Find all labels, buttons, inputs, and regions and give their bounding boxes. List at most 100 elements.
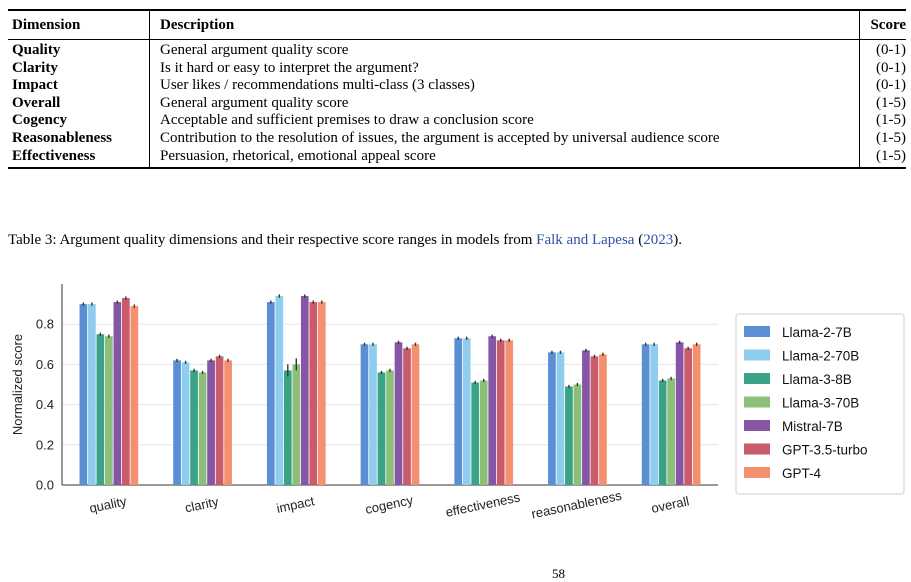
legend-swatch bbox=[744, 420, 770, 431]
dimension-table: Dimension Description Score Quality Gene… bbox=[8, 9, 906, 170]
legend-swatch bbox=[744, 396, 770, 408]
row-description: Contribution to the resolution of issues… bbox=[160, 129, 720, 146]
bar bbox=[122, 298, 130, 485]
bar bbox=[105, 336, 113, 485]
legend-box bbox=[735, 313, 905, 495]
row-dimension: Cogency bbox=[8, 112, 150, 130]
bar bbox=[684, 348, 692, 485]
row-dimension: Quality bbox=[8, 39, 150, 60]
bar bbox=[88, 304, 96, 485]
bar bbox=[190, 370, 198, 485]
y-axis-label: Normalized score bbox=[10, 334, 25, 435]
bar bbox=[479, 380, 488, 485]
legend-label: Llama-2-7B bbox=[782, 325, 852, 340]
legend-swatch bbox=[744, 326, 770, 337]
row-dimension: Overall bbox=[8, 94, 150, 113]
bar bbox=[471, 382, 480, 485]
row-dimension: Impact bbox=[8, 77, 150, 95]
bar bbox=[369, 344, 377, 485]
bar bbox=[309, 302, 318, 485]
header-score: Score bbox=[859, 10, 906, 40]
bar bbox=[565, 386, 573, 485]
bar bbox=[599, 354, 607, 485]
bar bbox=[181, 362, 190, 485]
table-row: Cogency Acceptable and sufficient premis… bbox=[8, 112, 906, 130]
bar bbox=[130, 306, 139, 485]
table-row: Effectiveness Persuasion, rhetorical, em… bbox=[8, 147, 906, 169]
legend-swatch bbox=[744, 467, 770, 478]
y-tick-label: 0.6 bbox=[36, 357, 54, 372]
row-dimension: Clarity bbox=[8, 59, 150, 78]
legend-label: Llama-2-70B bbox=[782, 349, 859, 364]
bar bbox=[496, 340, 505, 485]
citation-authors-link[interactable]: Falk and Lapesa bbox=[536, 232, 635, 248]
row-description: Acceptable and sufficient premises to dr… bbox=[160, 112, 534, 129]
row-score: (1-5) bbox=[859, 112, 906, 130]
bar bbox=[394, 342, 403, 485]
bar bbox=[283, 370, 292, 485]
bar bbox=[590, 356, 599, 485]
row-score: (1-5) bbox=[859, 129, 906, 148]
bar bbox=[411, 344, 420, 485]
row-description: Is it hard or easy to interpret the argu… bbox=[160, 59, 419, 76]
x-tick-label: cogency bbox=[364, 492, 415, 517]
bar bbox=[573, 384, 582, 485]
table-header-row: Dimension Description Score bbox=[8, 10, 906, 40]
x-tick-label: impact bbox=[275, 493, 316, 516]
bar bbox=[79, 304, 88, 485]
bar bbox=[207, 360, 215, 485]
bar bbox=[266, 302, 275, 485]
bar bbox=[582, 350, 590, 485]
table-row: Impact User likes / recommendations mult… bbox=[8, 77, 906, 95]
row-score: (1-5) bbox=[859, 94, 906, 113]
table-caption: Table 3: Argument quality dimensions and… bbox=[8, 232, 682, 249]
table-row: Clarity Is it hard or easy to interpret … bbox=[8, 59, 906, 78]
x-tick-label: reasonableness bbox=[530, 488, 623, 522]
caption-close-paren: ). bbox=[673, 232, 682, 248]
table-row: Quality General argument quality score (… bbox=[8, 39, 906, 60]
x-tick-label: quality bbox=[88, 493, 128, 516]
bar bbox=[198, 372, 207, 485]
row-score: (0-1) bbox=[859, 77, 906, 95]
bar bbox=[462, 338, 471, 485]
row-score: (0-1) bbox=[859, 39, 906, 60]
bar bbox=[386, 370, 394, 485]
bar-chart-figure: 0.0 0.2 0.4 0.6 0.8 Normalized score quality cl… bbox=[0, 268, 911, 563]
bar bbox=[488, 336, 497, 485]
y-tick-label: 0.2 bbox=[36, 437, 54, 452]
bar bbox=[113, 302, 122, 485]
caption-open-paren: ( bbox=[634, 232, 644, 248]
y-tick-label: 0.4 bbox=[36, 397, 54, 412]
table-row: Reasonableness Contribution to the resol… bbox=[8, 129, 906, 148]
citation-year-link[interactable]: 2023 bbox=[643, 232, 674, 248]
legend-swatch bbox=[744, 443, 770, 455]
row-description: General argument quality score bbox=[160, 94, 349, 111]
bar bbox=[692, 344, 701, 485]
legend-label: Mistral-7B bbox=[782, 419, 843, 434]
bar-chart: 0.0 0.2 0.4 0.6 0.8 Normalized score quality cl… bbox=[10, 284, 905, 522]
legend-swatch bbox=[744, 349, 770, 361]
header-dimension: Dimension bbox=[8, 10, 150, 40]
bar bbox=[360, 344, 369, 485]
bar bbox=[650, 344, 658, 485]
x-tick-label: effectiveness bbox=[444, 489, 522, 520]
bar bbox=[675, 342, 684, 485]
legend-label: Llama-3-70B bbox=[782, 396, 859, 411]
legend-label: GPT-4 bbox=[782, 466, 822, 481]
page-number: 58 bbox=[552, 566, 565, 581]
legend-swatch bbox=[744, 373, 770, 384]
row-score: (1-5) bbox=[859, 147, 906, 169]
table-row: Overall General argument quality score (… bbox=[8, 94, 906, 113]
bar bbox=[292, 364, 301, 485]
row-description: General argument quality score bbox=[160, 42, 349, 58]
bar bbox=[300, 296, 309, 485]
bar bbox=[548, 352, 556, 485]
x-tick-label: clarity bbox=[183, 494, 220, 516]
legend-label: Llama-3-8B bbox=[782, 372, 852, 387]
bar bbox=[317, 302, 326, 485]
caption-text: Table 3: Argument quality dimensions and… bbox=[8, 232, 537, 248]
bar bbox=[224, 360, 232, 485]
row-dimension: Effectiveness bbox=[8, 147, 150, 169]
row-dimension: Reasonableness bbox=[8, 129, 150, 148]
bar bbox=[454, 338, 463, 485]
